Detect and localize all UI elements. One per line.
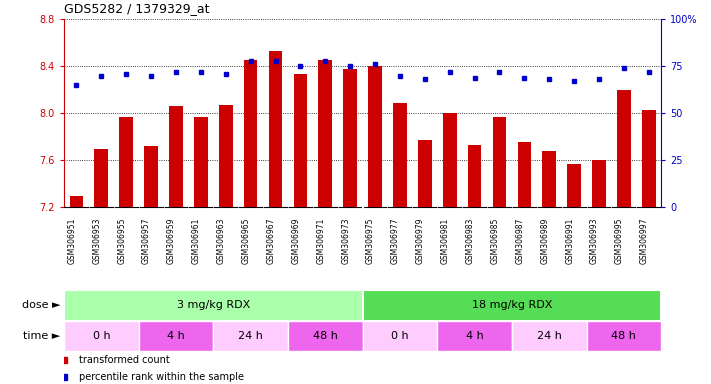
Text: GSM306981: GSM306981 [441,217,449,263]
Bar [518,142,531,207]
Text: GSM306987: GSM306987 [515,217,524,264]
Text: GSM306955: GSM306955 [117,217,127,264]
Bar [393,103,407,207]
Text: time ►: time ► [23,331,60,341]
Text: GSM306967: GSM306967 [267,217,276,264]
Bar [244,60,257,207]
Bar [587,321,661,351]
Text: 18 mg/kg RDX: 18 mg/kg RDX [471,300,552,310]
Bar [288,321,363,351]
Text: GSM306957: GSM306957 [142,217,151,264]
Text: GSM306979: GSM306979 [416,217,425,264]
Bar [139,321,213,351]
Bar [219,105,232,207]
Text: transformed count: transformed count [79,354,170,364]
Bar [567,164,581,207]
Text: GSM306953: GSM306953 [92,217,101,264]
Bar [363,321,437,351]
Bar [368,66,382,207]
Text: 3 mg/kg RDX: 3 mg/kg RDX [176,300,250,310]
Bar [642,110,656,207]
Text: percentile rank within the sample: percentile rank within the sample [79,372,244,382]
Text: GSM306973: GSM306973 [341,217,350,264]
Bar [542,151,556,207]
Text: GSM306975: GSM306975 [366,217,375,264]
Text: GSM306971: GSM306971 [316,217,325,264]
Text: GSM306961: GSM306961 [192,217,201,264]
Bar [343,69,357,207]
Text: GSM306995: GSM306995 [615,217,624,264]
Text: 0 h: 0 h [391,331,409,341]
Bar [617,90,631,207]
Bar [64,321,139,351]
Text: GSM306951: GSM306951 [68,217,76,264]
Text: 48 h: 48 h [313,331,338,341]
Bar [493,117,506,207]
Bar [319,60,332,207]
Bar [64,290,363,321]
Text: GSM306991: GSM306991 [565,217,574,264]
Text: GSM306985: GSM306985 [491,217,499,264]
Bar [213,321,288,351]
Bar [119,117,133,207]
Text: GSM306969: GSM306969 [292,217,300,264]
Text: 48 h: 48 h [611,331,636,341]
Bar [443,113,456,207]
Text: GSM306963: GSM306963 [217,217,226,264]
Text: GSM306977: GSM306977 [391,217,400,264]
Bar [512,321,587,351]
Bar [269,51,282,207]
Bar [70,195,83,207]
Text: GSM306993: GSM306993 [590,217,599,264]
Text: 4 h: 4 h [466,331,483,341]
Bar [194,117,208,207]
Text: GSM306959: GSM306959 [167,217,176,264]
Bar [418,140,432,207]
Bar [592,161,606,207]
Text: 24 h: 24 h [238,331,263,341]
Bar [437,321,512,351]
Bar [294,74,307,207]
Bar [169,106,183,207]
Bar [363,290,661,321]
Text: 4 h: 4 h [167,331,185,341]
Bar [468,145,481,207]
Text: GSM306983: GSM306983 [466,217,475,264]
Text: GSM306997: GSM306997 [640,217,648,264]
Bar [95,149,108,207]
Text: 24 h: 24 h [537,331,562,341]
Text: dose ►: dose ► [22,300,60,310]
Text: GSM306989: GSM306989 [540,217,549,264]
Text: GDS5282 / 1379329_at: GDS5282 / 1379329_at [64,2,210,15]
Text: 0 h: 0 h [92,331,110,341]
Bar [144,146,158,207]
Text: GSM306965: GSM306965 [242,217,250,264]
